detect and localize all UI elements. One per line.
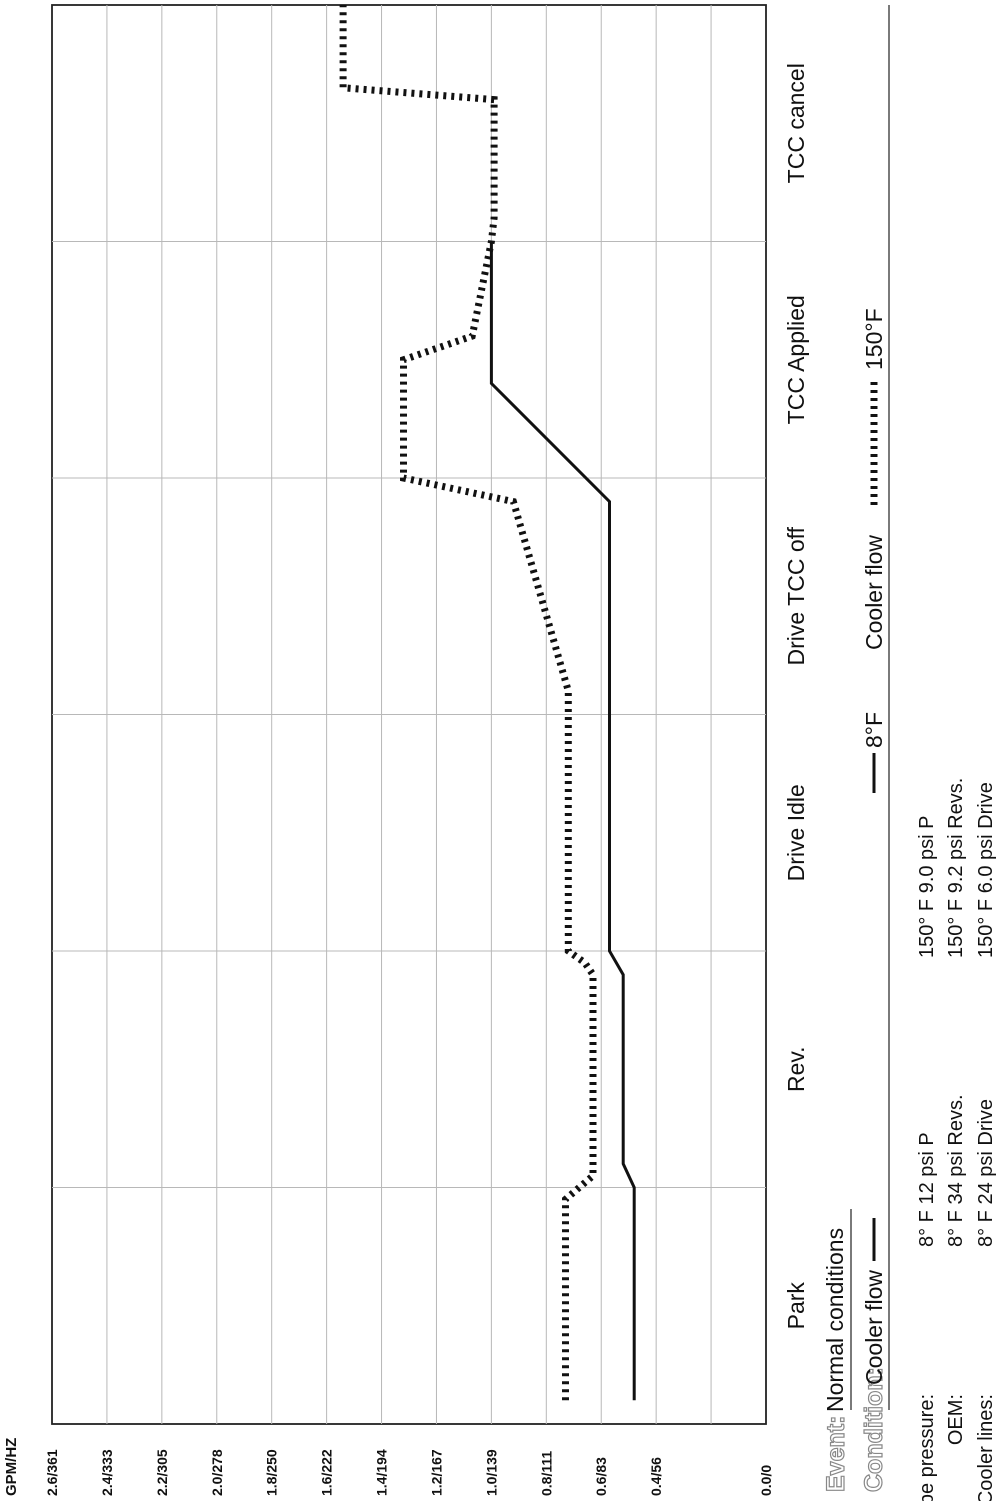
y-tick-label: 0.8/111 (538, 1451, 554, 1496)
y-tick-label: 1.0/139 (483, 1449, 499, 1496)
y-tick-label: 1.4/194 (374, 1449, 390, 1496)
y-tick-label: 1.6/222 (319, 1449, 335, 1496)
y-tick-label: 2.6/361 (44, 1449, 60, 1496)
event-label: Event: (822, 1416, 850, 1492)
category-label: Drive TCC off (783, 526, 809, 665)
condition-label: Condition: (860, 1367, 888, 1492)
reading-label: Cooler lines: (975, 1394, 997, 1501)
reading-right: 150° F 9.2 psi Revs. (945, 778, 967, 958)
event-value: Normal conditions (822, 1228, 848, 1412)
y-tick-label: 1.2/167 (428, 1449, 444, 1496)
y-tick-label: 1.8/250 (264, 1449, 280, 1496)
reading-label: OEM: (945, 1394, 967, 1445)
readings: Lube pressure: 8° F 12 psi P 150° F 9.0 ps… (916, 778, 997, 1501)
legend-dotted-text: Cooler flow (861, 535, 887, 650)
y-axis-title: GPM/HZ (3, 1438, 20, 1496)
category-label: Drive Idle (783, 784, 809, 881)
y-tick-label: 0.6/83 (593, 1457, 609, 1496)
legend-solid-series: 8°F (861, 712, 887, 748)
vertical-gridlines (52, 241, 766, 1188)
y-tick-label: 2.2/305 (154, 1449, 170, 1496)
category-label: TCC cancel (783, 63, 809, 183)
y-tick-label: 2.0/278 (209, 1449, 225, 1496)
category-label: Park (783, 1282, 809, 1330)
y-tick-label: 0.4/56 (648, 1457, 664, 1496)
reading-left: 8° F 12 psi P (916, 1132, 938, 1247)
reading-right: 150° F 9.0 psi P (916, 815, 938, 958)
reading-label: Lube pressure: (916, 1394, 938, 1501)
category-label: Rev. (783, 1046, 809, 1092)
category-label: TCC Applied (783, 295, 809, 424)
y-tick-label: 2.4/333 (99, 1449, 115, 1496)
reading-right: 150° F 6.0 psi Drive (975, 782, 997, 958)
series-line (339, 5, 597, 1401)
y-tick-labels: 0.0/0 0.4/56 0.6/83 0.8/111 1.0/139 1.2/167 1.… (44, 1449, 774, 1496)
series-line (489, 241, 636, 1401)
reading-left: 8° F 34 psi Revs. (945, 1095, 967, 1248)
series-layer (339, 5, 636, 1401)
y-tick-label: 0.0/0 (758, 1465, 774, 1496)
legend-dotted-series: 150°F (861, 308, 887, 370)
category-labels: Park Rev. Drive Idle Drive TCC off TCC Appli… (783, 63, 809, 1329)
legend-solid-text: Cooler flow (861, 1270, 887, 1385)
reading-left: 8° F 24 psi Drive (975, 1099, 997, 1247)
